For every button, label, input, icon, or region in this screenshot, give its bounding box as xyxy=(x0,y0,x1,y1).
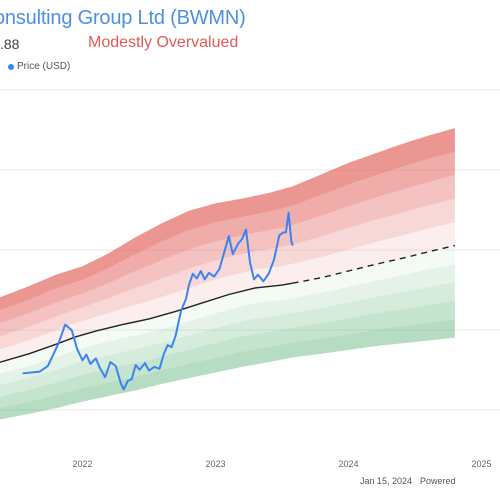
overvalued-band-0 xyxy=(0,222,455,363)
valuation-label: Modestly Overvalued xyxy=(88,34,239,51)
fair-value-line xyxy=(0,282,293,363)
price-line xyxy=(22,211,294,391)
x-axis-ticks: 2022 2023 2024 2025 xyxy=(72,459,491,469)
legend-dot-icon xyxy=(8,63,14,70)
gridlines xyxy=(0,89,500,411)
legend-label: Price (USD) xyxy=(17,61,71,72)
x-tick-label-2022: 2022 xyxy=(72,459,92,469)
legend[interactable]: Price (USD) xyxy=(8,61,70,72)
valuation-bands xyxy=(0,128,455,420)
overvalued-band-2 xyxy=(0,175,455,337)
undervalued-band-2 xyxy=(0,282,455,397)
undervalued-band-4 xyxy=(0,319,455,420)
chart-title: onsulting Group Ltd (BWMN) xyxy=(0,7,246,29)
footer-powered: Powered xyxy=(420,476,456,486)
price-value: .88 xyxy=(0,36,20,52)
x-tick-label-2023: 2023 xyxy=(205,459,225,469)
undervalued-band-1 xyxy=(0,264,455,386)
series-lines xyxy=(0,211,456,391)
overvalued-band-4 xyxy=(0,128,455,311)
x-tick-label-2024: 2024 xyxy=(338,459,358,469)
undervalued-band-0 xyxy=(0,245,455,374)
footer-date: Jan 15, 2024 xyxy=(360,476,412,486)
overvalued-band-1 xyxy=(0,198,455,350)
x-tick-label-2025: 2025 xyxy=(471,459,491,469)
undervalued-band-3 xyxy=(0,300,455,408)
